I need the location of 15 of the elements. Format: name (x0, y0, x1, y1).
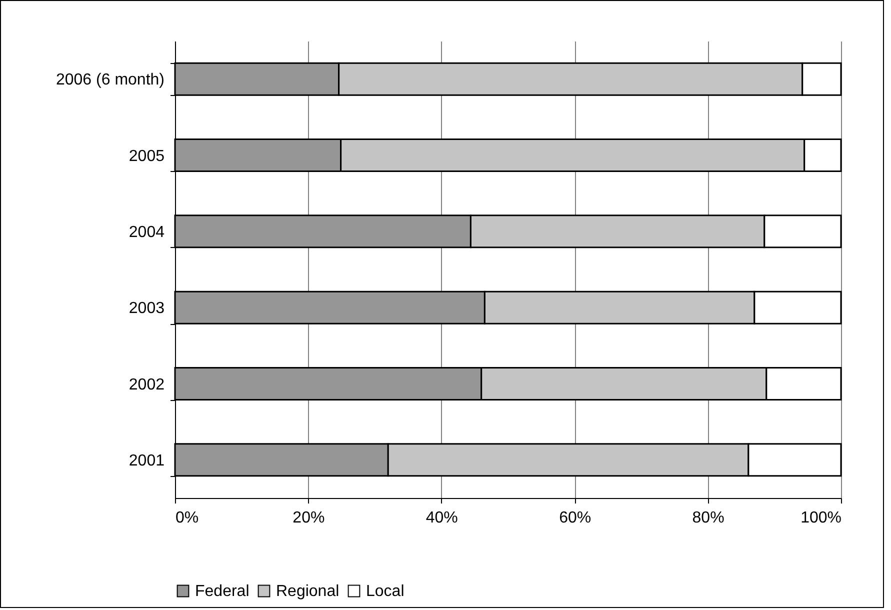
x-tick-label: 40% (426, 510, 458, 526)
y-tick-label: 2006 (6 month) (56, 72, 164, 89)
x-tick-label: 0% (176, 510, 199, 526)
legend-label: Local (366, 583, 404, 600)
x-tick-label: 60% (559, 510, 592, 526)
x-tick-label: 100% (800, 510, 842, 526)
y-tick-label: 2005 (128, 148, 165, 165)
legend-label: Regional (276, 583, 340, 600)
x-tick-label: 80% (692, 510, 724, 526)
y-tick-label: 2003 (128, 300, 165, 318)
y-tick-label: 2004 (128, 224, 165, 241)
x-tick-label: 20% (292, 510, 325, 526)
legend-label: Federal (195, 583, 250, 600)
y-tick-label: 2002 (128, 376, 165, 394)
y-tick-label: 2001 (128, 452, 165, 470)
